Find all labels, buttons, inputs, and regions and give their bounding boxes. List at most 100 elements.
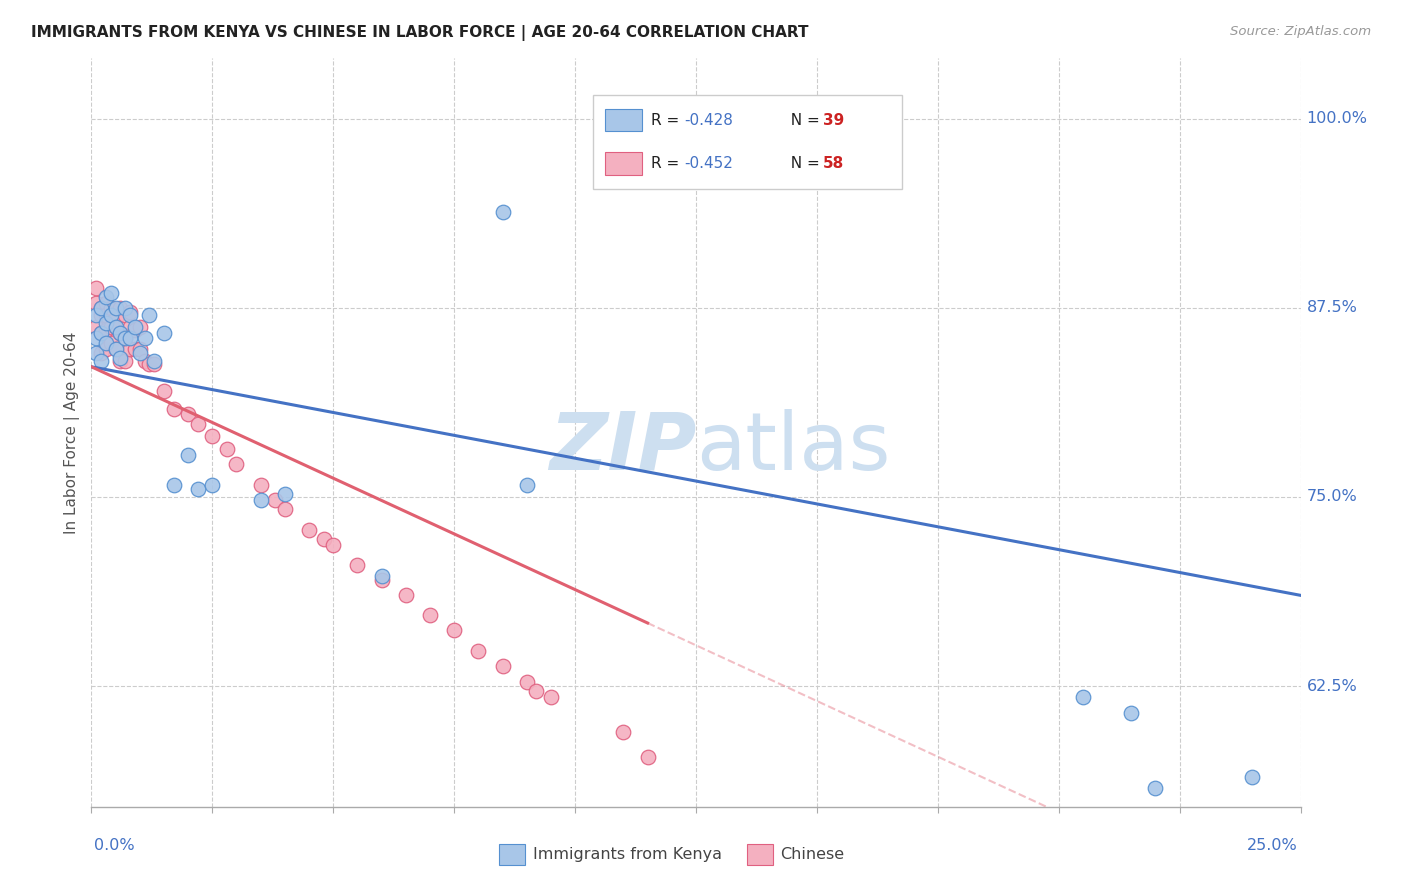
Point (90, 326, 112, 341)
Point (94, 342, 117, 356)
Point (90, 301, 112, 315)
Text: 75.0%: 75.0% (1306, 490, 1357, 505)
Point (524, 683, 547, 698)
Point (104, 301, 127, 315)
Point (370, 573, 392, 587)
Text: 58: 58 (823, 156, 844, 171)
Point (298, 523, 321, 537)
Point (90, 346, 112, 360)
Text: N =: N = (780, 112, 824, 128)
Point (1144, 780, 1167, 795)
Point (110, 351, 132, 365)
Point (120, 331, 142, 345)
Point (1241, 770, 1264, 784)
Text: -0.452: -0.452 (683, 156, 733, 171)
Text: N =: N = (780, 156, 824, 171)
Point (162, 478, 184, 492)
Point (128, 346, 150, 360)
Text: IMMIGRANTS FROM KENYA VS CHINESE IN LABOR FORCE | AGE 20-64 CORRELATION CHART: IMMIGRANTS FROM KENYA VS CHINESE IN LABO… (31, 25, 808, 41)
Point (110, 326, 132, 341)
Point (370, 568, 392, 582)
Point (90, 353, 112, 368)
Point (104, 342, 127, 356)
Point (322, 538, 344, 552)
Point (84, 346, 107, 360)
Point (215, 442, 238, 456)
Text: Immigrants from Kenya: Immigrants from Kenya (533, 847, 721, 862)
Text: 87.5%: 87.5% (1306, 301, 1357, 315)
Point (138, 357, 160, 371)
FancyBboxPatch shape (499, 844, 526, 865)
Point (110, 326, 132, 341)
Point (249, 493, 271, 508)
Text: R =: R = (651, 156, 685, 171)
Point (124, 323, 146, 337)
Point (114, 331, 136, 345)
Point (100, 301, 122, 315)
Point (187, 417, 209, 432)
Point (114, 331, 136, 345)
Text: 62.5%: 62.5% (1306, 679, 1357, 694)
Point (90, 308, 112, 322)
Point (443, 623, 465, 637)
Point (84, 331, 107, 345)
Point (540, 690, 562, 704)
Point (90, 326, 112, 341)
Point (516, 478, 538, 492)
Point (124, 342, 146, 356)
Point (201, 478, 224, 492)
Text: Source: ZipAtlas.com: Source: ZipAtlas.com (1230, 25, 1371, 38)
Point (94, 335, 117, 350)
Point (114, 301, 136, 315)
Text: ZIP: ZIP (548, 409, 696, 487)
Text: 0.0%: 0.0% (94, 838, 135, 853)
Point (162, 402, 184, 417)
Point (94, 296, 117, 310)
Point (395, 588, 418, 602)
Point (104, 320, 127, 334)
Point (467, 644, 489, 658)
Point (114, 353, 136, 368)
Point (120, 305, 142, 319)
Point (120, 342, 142, 356)
Point (274, 487, 297, 501)
Point (100, 320, 122, 334)
FancyBboxPatch shape (593, 95, 901, 189)
Point (104, 320, 127, 334)
Point (100, 285, 122, 300)
Point (84, 281, 107, 295)
Point (1121, 706, 1143, 721)
Point (84, 320, 107, 334)
Point (1071, 690, 1094, 704)
Y-axis label: In Labor Force | Age 20-64: In Labor Force | Age 20-64 (65, 332, 80, 533)
Text: -0.428: -0.428 (683, 112, 733, 128)
Point (90, 301, 112, 315)
Point (100, 335, 122, 350)
Point (177, 407, 200, 421)
Point (143, 353, 166, 368)
Point (124, 320, 146, 334)
Text: atlas: atlas (696, 409, 890, 487)
Text: 25.0%: 25.0% (1247, 838, 1298, 853)
Text: Chinese: Chinese (780, 847, 845, 862)
Point (274, 502, 297, 516)
Point (264, 493, 287, 508)
Point (110, 353, 132, 368)
Point (225, 457, 247, 471)
Point (114, 308, 136, 322)
FancyBboxPatch shape (605, 153, 641, 175)
Point (128, 342, 150, 356)
FancyBboxPatch shape (605, 109, 641, 131)
Point (84, 296, 107, 310)
Point (138, 308, 160, 322)
Point (177, 448, 200, 462)
Point (104, 311, 127, 326)
Point (143, 357, 166, 371)
Point (134, 331, 156, 345)
Point (134, 353, 156, 368)
Point (153, 326, 176, 341)
Point (346, 558, 368, 572)
Point (187, 483, 209, 497)
Point (612, 724, 634, 739)
Text: R =: R = (651, 112, 685, 128)
